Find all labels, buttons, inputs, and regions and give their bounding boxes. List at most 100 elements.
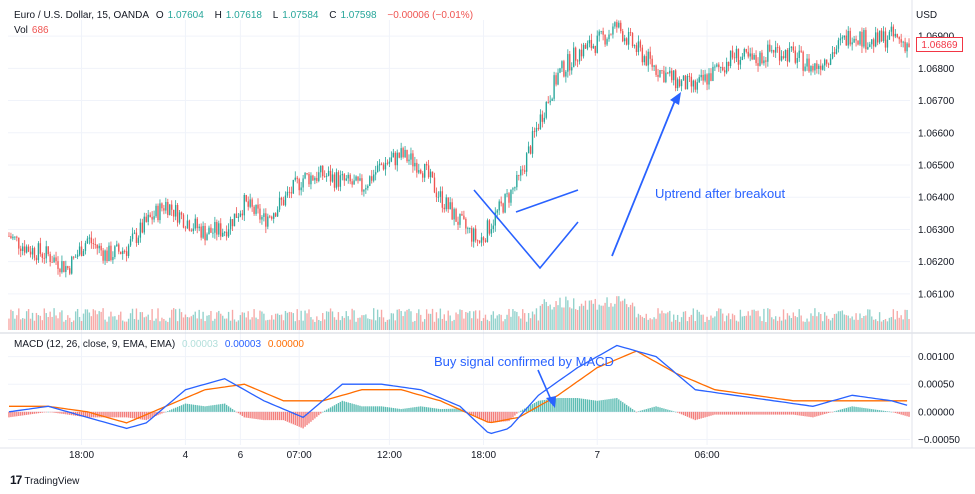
macd-histogram-bar xyxy=(518,411,520,413)
macd-histogram-bar xyxy=(271,411,273,421)
macd-histogram-bar xyxy=(351,403,353,412)
macd-histogram-bar xyxy=(174,407,177,412)
macd-histogram-bar xyxy=(16,411,18,417)
candle-body xyxy=(669,70,671,74)
candle-body xyxy=(525,153,528,172)
macd-signal-value: 0.00000 xyxy=(267,339,304,350)
volume-bar xyxy=(184,314,187,330)
volume-bar xyxy=(396,309,398,330)
candle-body xyxy=(280,197,283,200)
volume-value: 686 xyxy=(31,25,49,36)
candle-body xyxy=(404,149,406,158)
macd-histogram-bar xyxy=(151,411,153,418)
macd-histogram-bar xyxy=(427,407,430,412)
macd-histogram-bar xyxy=(229,407,232,412)
macd-histogram-bar xyxy=(84,411,87,418)
candle-body xyxy=(200,226,202,238)
volume-bar xyxy=(67,315,69,330)
macd-histogram-bar xyxy=(425,407,428,412)
macd-histogram-bar xyxy=(496,411,498,423)
candle-body xyxy=(53,257,55,263)
volume-bar xyxy=(273,319,275,330)
volume-bar xyxy=(863,316,865,330)
macd-histogram-bar xyxy=(663,408,665,412)
volume-bar xyxy=(573,298,575,330)
volume-bar xyxy=(745,315,747,330)
volume-bar xyxy=(131,308,134,330)
candle-body xyxy=(543,117,545,122)
macd-histogram-bar xyxy=(784,411,787,415)
candle-body xyxy=(298,179,300,191)
macd-histogram-bar xyxy=(92,411,94,418)
macd-histogram-bar xyxy=(394,408,396,412)
volume-bar xyxy=(374,320,377,330)
change-value: −0.00006 (−0.01%) xyxy=(387,10,474,21)
time-tick-label: 12:00 xyxy=(377,450,402,461)
volume-bar xyxy=(724,321,726,330)
macd-histogram-bar xyxy=(347,402,349,412)
volume-bar xyxy=(612,306,614,330)
candle-body xyxy=(900,39,902,43)
macd-histogram-bar xyxy=(153,411,155,417)
candle-body xyxy=(102,250,104,261)
macd-histogram-bar xyxy=(645,409,647,412)
volume-bar xyxy=(594,298,596,330)
macd-histogram-bar xyxy=(610,398,612,412)
volume-bar xyxy=(308,309,310,330)
macd-histogram-bar xyxy=(206,406,208,412)
volume-bar xyxy=(27,309,30,330)
macd-histogram-bar xyxy=(512,411,514,418)
macd-histogram-bar xyxy=(857,407,859,412)
volume-bar xyxy=(816,316,818,330)
candle-body xyxy=(84,243,87,251)
volume-bar xyxy=(508,308,510,330)
candle-body xyxy=(212,232,214,234)
candle-body xyxy=(886,39,889,48)
volume-bar xyxy=(859,313,861,330)
macd-label[interactable]: MACD (12, 26, close, 9, EMA, EMA) xyxy=(14,339,176,350)
volume-bar xyxy=(808,321,810,330)
macd-histogram-bar xyxy=(874,409,877,412)
macd-histogram-bar xyxy=(137,411,140,420)
macd-histogram-bar xyxy=(776,411,779,415)
volume-bar xyxy=(461,310,463,330)
candle-body xyxy=(733,57,736,59)
candle-body xyxy=(565,71,567,77)
symbol-label[interactable]: Euro / U.S. Dollar, 15, OANDA xyxy=(14,10,150,21)
volume-bar xyxy=(431,308,434,330)
macd-histogram-bar xyxy=(845,407,847,412)
candle-body xyxy=(274,213,277,217)
candle-body xyxy=(639,41,642,48)
volume-bar xyxy=(43,308,45,330)
candle-body xyxy=(473,228,475,242)
volume-bar xyxy=(127,318,130,330)
macd-histogram-bar xyxy=(751,411,753,415)
volume-bar xyxy=(349,319,351,330)
volume-bar xyxy=(392,313,394,330)
candle-body xyxy=(302,178,304,188)
volume-label[interactable]: Vol xyxy=(14,25,28,36)
macd-histogram-bar xyxy=(898,411,900,415)
candle-body xyxy=(861,31,863,47)
macd-histogram-bar xyxy=(257,411,259,420)
candle-body xyxy=(435,192,438,198)
macd-histogram-bar xyxy=(202,406,204,412)
high-label: H xyxy=(214,10,222,21)
macd-histogram-bar xyxy=(37,411,40,414)
volume-bar xyxy=(598,304,600,330)
candle-body xyxy=(157,205,159,221)
candle-body xyxy=(784,49,787,59)
candle-body xyxy=(278,197,281,210)
macd-histogram-bar xyxy=(774,411,777,415)
volume-bar xyxy=(98,311,100,330)
tradingview-logo[interactable]: 17 TradingView xyxy=(10,473,79,487)
macd-histogram-bar xyxy=(659,407,661,412)
volume-bar xyxy=(22,318,24,330)
macd-histogram-bar xyxy=(400,409,402,412)
candle-body xyxy=(541,114,544,122)
macd-histogram-bar xyxy=(796,411,798,416)
macd-histogram-bar xyxy=(263,411,265,421)
macd-histogram-bar xyxy=(569,398,571,412)
volume-bar xyxy=(635,317,638,330)
